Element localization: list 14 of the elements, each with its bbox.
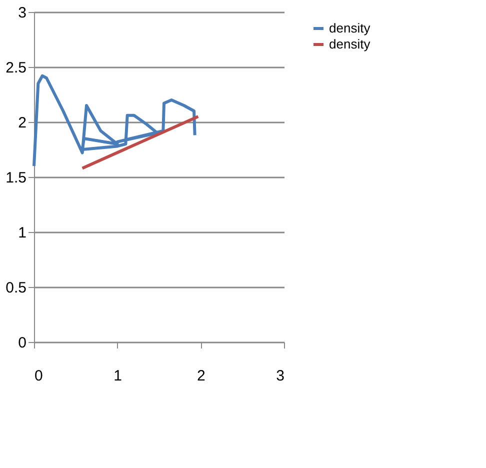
line-series	[32, 74, 196, 168]
legend-label: density	[329, 36, 371, 52]
x-tick-label: 3	[276, 368, 284, 384]
y-tick-label: 2.5	[6, 60, 26, 76]
y-tick-label: 3	[18, 4, 26, 22]
x-tick-label: 0	[34, 368, 43, 384]
legend-label: density	[329, 20, 371, 36]
y-tick-label: 2	[18, 114, 26, 132]
x-tick-label: 1	[114, 368, 122, 384]
y-tick-label: 0.5	[6, 280, 26, 296]
y-tick-label: 0	[18, 334, 26, 352]
y-tick-label: 1.5	[6, 170, 26, 186]
x-tick-label: 2	[196, 368, 206, 384]
y-tick-label: 1	[18, 224, 26, 242]
